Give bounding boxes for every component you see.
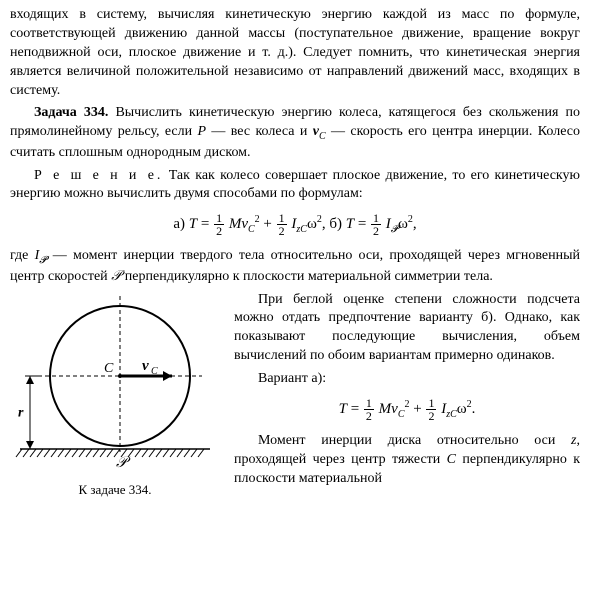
- solution-paragraph: Р е ш е н и е. Так как колесо совершает …: [10, 167, 580, 205]
- formula-row-ab: а) T = 12 MvC2 + 12 IzCω2, б) T = 12 I𝓟ω…: [10, 212, 580, 237]
- formula-b-Isub: 𝓟: [391, 224, 398, 235]
- formula-b-half: 12: [371, 212, 381, 237]
- fr-vsub: C: [398, 409, 405, 420]
- task-p-symbol: P: [197, 124, 206, 139]
- fr-omega: ω: [457, 401, 467, 417]
- formula-a-omega: ω: [307, 216, 317, 232]
- af-part1: где: [10, 248, 35, 263]
- figure-caption: К задаче 334.: [10, 481, 220, 499]
- wheel-diagram: CvCr𝒫: [10, 291, 220, 471]
- formula-a-vsub: C: [248, 224, 255, 235]
- formula-b-eq: =: [358, 216, 370, 232]
- fr-half2: 12: [426, 397, 436, 422]
- figure-block: CvCr𝒫 К задаче 334.: [10, 291, 220, 499]
- fr-plus: +: [413, 401, 425, 417]
- fr-v: v: [391, 401, 398, 417]
- figure-text-wrap: CvCr𝒫 К задаче 334. При беглой оценке ст…: [10, 291, 580, 499]
- formula-b-prefix: б): [329, 216, 345, 232]
- rp3-a: Момент инерции диска относительно оси: [258, 433, 571, 448]
- svg-text:𝒫: 𝒫: [116, 455, 131, 471]
- formula-a-M: M: [229, 216, 242, 232]
- formula-a-half1: 12: [214, 212, 224, 237]
- fr-dot: .: [472, 401, 476, 417]
- formula-a-Isub: zC: [296, 224, 307, 235]
- formula-a-plus: +: [263, 216, 275, 232]
- task-text-2: — вес колеса и: [206, 124, 313, 139]
- fr-half1: 12: [364, 397, 374, 422]
- fr-T: T: [339, 401, 347, 417]
- task-paragraph: Задача 334. Вычислить кинетическую энерг…: [10, 104, 580, 162]
- fr-Isub: zC: [446, 409, 457, 420]
- af-P: 𝒫: [111, 269, 121, 284]
- formula-b-T: T: [346, 216, 354, 232]
- rp3-C: C: [447, 452, 456, 467]
- formula-a-T: T: [189, 216, 197, 232]
- af-Isub: 𝓟: [39, 255, 46, 266]
- svg-text:C: C: [104, 361, 114, 376]
- svg-text:v: v: [142, 358, 149, 374]
- solution-label: Р е ш е н и е.: [34, 168, 163, 183]
- fr-eq: =: [351, 401, 363, 417]
- svg-text:C: C: [151, 366, 158, 377]
- formula-a-comma: ,: [322, 216, 326, 232]
- fr-vsup: 2: [405, 399, 410, 410]
- task-v-sub: C: [319, 131, 326, 142]
- formula-a-half2: 12: [277, 212, 287, 237]
- formula-a-prefix: а): [173, 216, 188, 232]
- after-formula-paragraph: где I𝓟 — момент инерции твердого тела от…: [10, 247, 580, 286]
- fr-M: M: [379, 401, 392, 417]
- formula-a-eq: =: [201, 216, 213, 232]
- intro-paragraph: входящих в систему, вычисляя кинетическу…: [10, 6, 580, 100]
- af-part3: перпендикулярно к плоскости материальной…: [121, 269, 493, 284]
- task-label: Задача 334.: [34, 105, 108, 120]
- svg-text:r: r: [18, 405, 24, 420]
- formula-a-v: v: [241, 216, 248, 232]
- formula-a-vsup: 2: [255, 214, 260, 225]
- formula-b-omega: ω: [398, 216, 408, 232]
- formula-b-comma: ,: [413, 216, 417, 232]
